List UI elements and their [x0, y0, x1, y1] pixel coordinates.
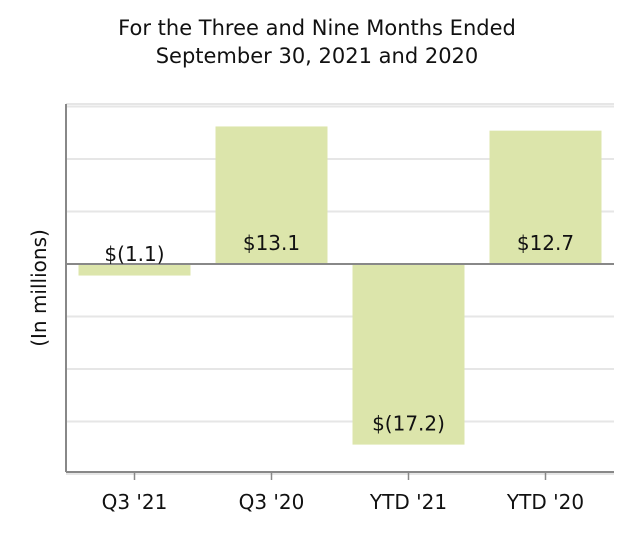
axes — [65, 104, 614, 480]
data-label: $(17.2) — [372, 412, 445, 436]
x-tick-label: YTD '21 — [369, 490, 447, 514]
x-tick-label: YTD '20 — [506, 490, 584, 514]
bar — [352, 264, 465, 445]
y-axis-label: (In millions) — [27, 229, 51, 347]
data-label: $(1.1) — [104, 242, 164, 266]
data-label: $13.1 — [243, 231, 300, 255]
bar — [215, 126, 328, 264]
data-label: $12.7 — [517, 231, 574, 255]
data-labels: $(1.1) $13.1 $(17.2) $12.7 — [104, 231, 574, 436]
chart-subtitle: September 30, 2021 and 2020 — [156, 44, 479, 68]
bar — [78, 264, 191, 276]
x-tick-labels: Q3 '21 Q3 '20 YTD '21 YTD '20 — [102, 490, 584, 514]
gridlines — [66, 103, 614, 475]
x-tick-label: Q3 '20 — [239, 490, 305, 514]
chart-title: For the Three and Nine Months Ended — [118, 16, 516, 40]
bar — [489, 130, 602, 264]
bars — [78, 126, 602, 445]
x-tick-label: Q3 '21 — [102, 490, 168, 514]
